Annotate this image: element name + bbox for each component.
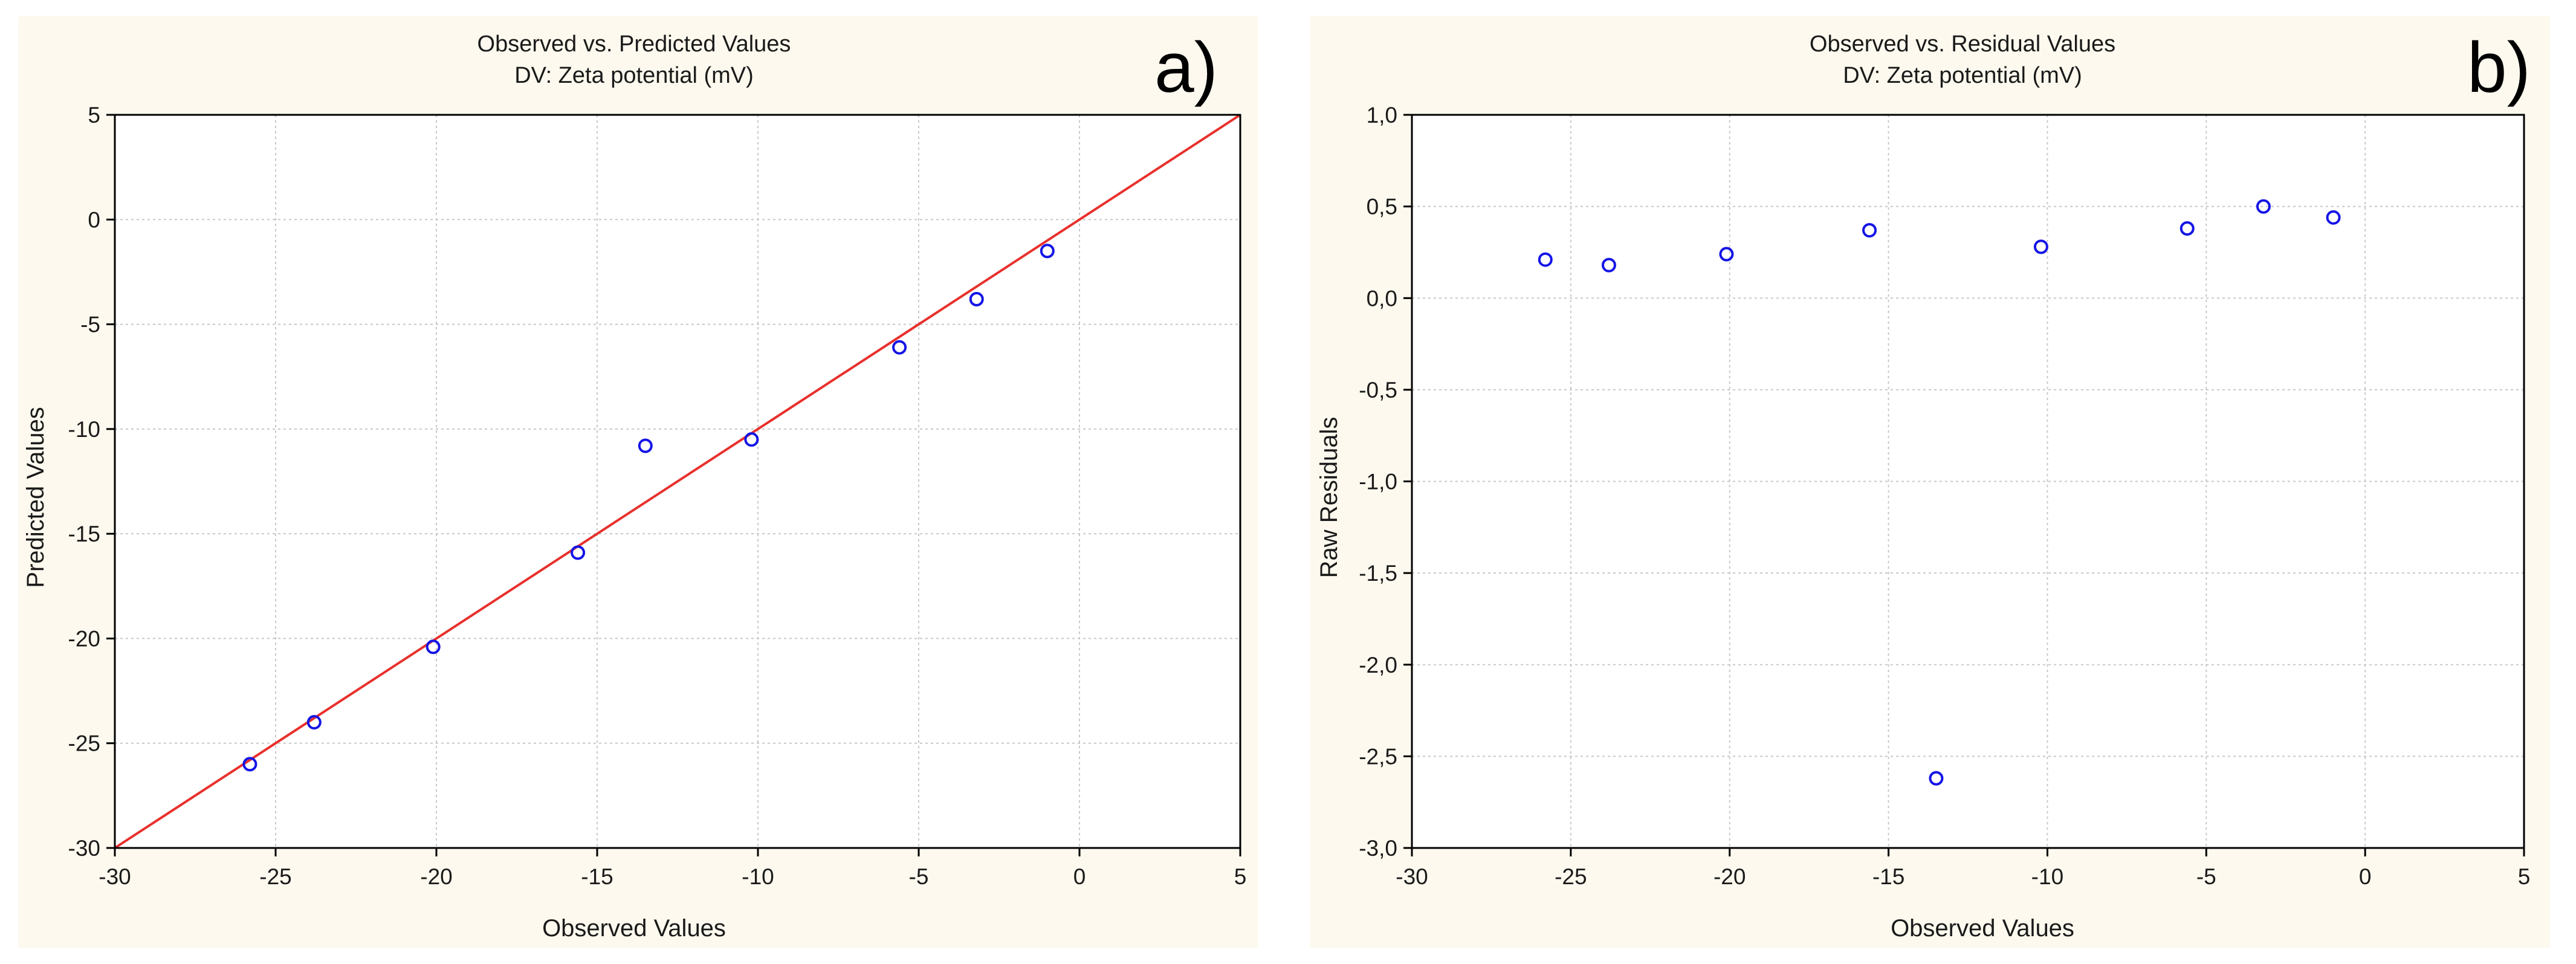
chart-a-data-point bbox=[426, 639, 441, 655]
chart-a-y-tick-label: -5 bbox=[80, 312, 100, 337]
chart-b-data-point bbox=[2326, 210, 2341, 225]
chart-b-x-axis-label: Observed Values bbox=[1891, 915, 2074, 942]
chart-b-x-tick-label: -30 bbox=[1396, 864, 1428, 889]
chart-a-data-point bbox=[969, 291, 984, 306]
chart-b-x-tick-label: 0 bbox=[2359, 864, 2372, 889]
chart-a-subtitle: DV: Zeta potential (mV) bbox=[514, 63, 754, 88]
chart-a-y-tick-label: -20 bbox=[68, 626, 100, 651]
chart-b-svg: Observed vs. Residual Values DV: Zeta po… bbox=[1316, 28, 2531, 942]
chart-a-y-axis-label: Predicted Values bbox=[22, 407, 49, 587]
chart-b-y-tick-label: -2,0 bbox=[1359, 653, 1397, 678]
chart-a-title: Observed vs. Predicted Values bbox=[477, 31, 791, 57]
chart-b-subtitle: DV: Zeta potential (mV) bbox=[1843, 63, 2082, 88]
chart-b-y-tick-label: 1,0 bbox=[1367, 103, 1397, 128]
chart-a-x-tick-label: -20 bbox=[420, 864, 452, 889]
chart-b-x-tick-label: -15 bbox=[1872, 864, 1904, 889]
chart-a-x-tick-label: -10 bbox=[742, 864, 774, 889]
chart-b-x-tick-label: -10 bbox=[2031, 864, 2063, 889]
chart-a-y-tick-label: -10 bbox=[68, 417, 100, 442]
chart-a-svg: Observed vs. Predicted Values DV: Zeta p… bbox=[22, 28, 1247, 942]
chart-b-y-axis-label: Raw Residuals bbox=[1316, 417, 1342, 578]
chart-b-data-point bbox=[2033, 239, 2048, 254]
chart-a-panel-tag: a) bbox=[1154, 28, 1218, 108]
chart-a-x-tick-label: 5 bbox=[1234, 864, 1247, 889]
chart-panel-b: Observed vs. Residual Values DV: Zeta po… bbox=[1310, 16, 2550, 948]
chart-b-data-point bbox=[1601, 257, 1616, 273]
chart-a-data-point bbox=[638, 438, 653, 453]
chart-b-y-tick-label: -2,5 bbox=[1359, 744, 1397, 769]
chart-a-y-tick-label: -30 bbox=[68, 836, 100, 861]
chart-a-y-tick-label: 0 bbox=[88, 207, 100, 232]
chart-b-x-tick-label: -5 bbox=[2196, 864, 2216, 889]
chart-b-data-point bbox=[1538, 252, 1553, 267]
chart-a-x-axis-label: Observed Values bbox=[542, 915, 726, 942]
chart-a-x-tick-label: -5 bbox=[909, 864, 929, 889]
chart-a-fit-line bbox=[115, 115, 1240, 848]
chart-panel-a: Observed vs. Predicted Values DV: Zeta p… bbox=[18, 16, 1258, 948]
chart-a-data-point bbox=[306, 715, 322, 730]
chart-a-data-point bbox=[892, 340, 907, 355]
chart-b-x-tick-label: -25 bbox=[1555, 864, 1587, 889]
chart-a-x-tick-label: -25 bbox=[259, 864, 291, 889]
chart-a-x-tick-label: 0 bbox=[1073, 864, 1086, 889]
chart-b-x-tick-label: -20 bbox=[1714, 864, 1746, 889]
chart-b-y-tick-label: -3,0 bbox=[1359, 836, 1397, 861]
chart-a-x-tick-label: -30 bbox=[99, 864, 131, 889]
chart-b-y-tick-label: 0,0 bbox=[1367, 286, 1397, 311]
chart-a-x-tick-label: -15 bbox=[581, 864, 613, 889]
chart-b-panel-tag: b) bbox=[2467, 28, 2531, 108]
chart-a-y-tick-label: 5 bbox=[88, 103, 100, 128]
chart-b-y-tick-label: 0,5 bbox=[1367, 195, 1397, 219]
chart-b-data-point bbox=[2256, 199, 2271, 214]
chart-a-data-point bbox=[744, 432, 759, 447]
chart-b-x-tick-label: 5 bbox=[2518, 864, 2531, 889]
chart-b-data-point bbox=[2180, 221, 2195, 236]
chart-b-data-point bbox=[1719, 247, 1734, 262]
chart-a-data-point bbox=[1040, 244, 1055, 259]
chart-b-y-tick-label: -0,5 bbox=[1359, 378, 1397, 403]
chart-b-y-tick-label: -1,5 bbox=[1359, 561, 1397, 586]
chart-b-data-point bbox=[1929, 771, 1944, 786]
chart-a-y-tick-label: -25 bbox=[68, 731, 100, 756]
chart-a-data-point bbox=[242, 757, 257, 772]
chart-b-title: Observed vs. Residual Values bbox=[1810, 31, 2115, 57]
chart-a-y-tick-label: -15 bbox=[68, 522, 100, 546]
chart-a-frame bbox=[114, 114, 1241, 849]
chart-b-y-tick-label: -1,0 bbox=[1359, 470, 1397, 494]
chart-a-data-point bbox=[571, 545, 586, 560]
chart-b-data-point bbox=[1862, 223, 1877, 238]
